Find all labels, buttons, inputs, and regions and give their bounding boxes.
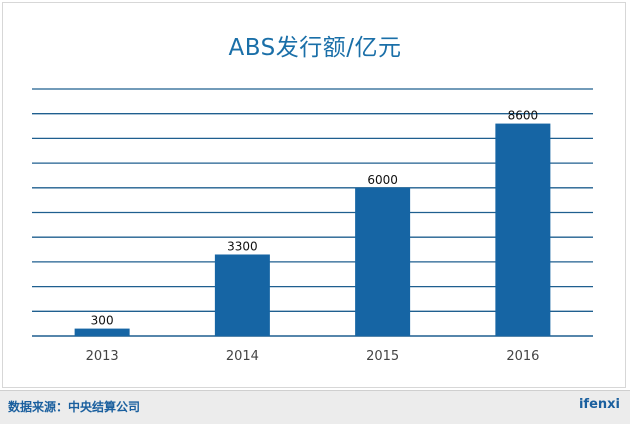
x-tick-label-2016: 2016 [506, 349, 539, 364]
bar-2015 [355, 187, 411, 336]
bar-2013 [74, 328, 130, 336]
bar-chart: 300 2013 3300 2014 6000 2015 8600 2016 [32, 88, 593, 364]
bar-2014 [214, 254, 270, 336]
x-tick-label-2015: 2015 [366, 349, 399, 364]
x-tick-label-2014: 2014 [226, 349, 259, 364]
x-tick-label-2013: 2013 [86, 349, 119, 364]
source-note: 数据来源：中央结算公司 [8, 400, 141, 414]
data-label-2016: 8600 [508, 109, 539, 123]
chart-title: ABS发行额/亿元 [228, 35, 402, 61]
data-label-2014: 3300 [227, 239, 258, 253]
data-label-2015: 6000 [367, 173, 398, 187]
data-label-2013: 300 [91, 314, 114, 328]
brand-logo-text: ifenxi [578, 397, 620, 412]
bar-2016 [495, 123, 551, 336]
footer-bar [0, 390, 630, 424]
